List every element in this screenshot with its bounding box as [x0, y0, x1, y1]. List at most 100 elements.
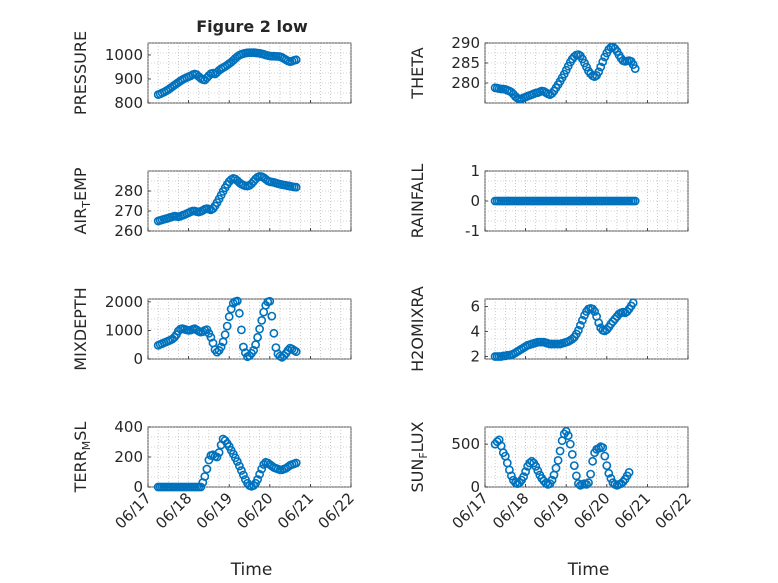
subplot-sunlux: 050006/1706/1806/1906/2006/2106/22SUNFLU… [408, 421, 695, 580]
data-point [232, 296, 242, 306]
y-tick-label: 900 [114, 70, 143, 88]
data-point [547, 89, 557, 98]
data-point [521, 467, 530, 476]
data-point [269, 328, 279, 338]
data-point [578, 315, 587, 325]
y-tick-label: 0 [133, 350, 143, 368]
data-point [572, 471, 581, 481]
data-point [249, 481, 258, 490]
data-point [561, 426, 571, 436]
y-tick-label: 200 [114, 448, 143, 466]
data-point [249, 345, 258, 355]
y-tick-label: 2 [470, 348, 480, 366]
data-series [490, 42, 640, 104]
data-point [574, 325, 583, 335]
y-tick-label: 280 [114, 182, 143, 200]
data-point [586, 469, 595, 479]
subplot-mixdepth: 0 1000 2000 MIXDEPTH [71, 287, 352, 371]
data-point [604, 468, 614, 478]
x-tick-label: 06/18 [152, 489, 195, 532]
data-series [490, 196, 640, 206]
data-point [630, 64, 640, 73]
data-point [259, 460, 269, 469]
data-point [255, 324, 264, 334]
data-point [553, 455, 563, 465]
x-tick-label: 06/21 [274, 489, 317, 532]
data-point [257, 315, 267, 325]
data-point [567, 449, 577, 459]
y-tick-label: 280 [451, 74, 480, 92]
data-point [196, 482, 206, 492]
data-series [153, 48, 301, 99]
data-point [519, 472, 528, 482]
data-point [220, 330, 230, 340]
data-point [506, 471, 516, 481]
y-tick-label: 260 [114, 222, 143, 240]
subplot-pressure: 800 900 1000 PRESSURE [71, 31, 352, 115]
y-tick-label: 4 [470, 323, 480, 341]
data-point [533, 466, 543, 476]
data-point [234, 461, 244, 471]
data-point [598, 443, 608, 452]
data-point [224, 312, 234, 322]
subplot-h2omixra: 2 4 6 H2OMIXRA [408, 286, 689, 372]
data-point [551, 463, 561, 473]
x-tick-label: 06/20 [233, 489, 276, 532]
data-point [628, 298, 638, 308]
data-point [222, 321, 232, 331]
subplot-rainfall: -1 0 1 RAINFALL [408, 162, 689, 240]
x-tick-label: 06/22 [315, 489, 358, 532]
y-tick-label: 800 [114, 94, 143, 112]
data-point [232, 457, 242, 466]
y-tick-label: 2000 [105, 293, 143, 311]
figure-title: Figure 2 low [196, 17, 308, 36]
data-series [490, 426, 634, 490]
data-point [238, 470, 248, 480]
y-axis-label: SUNFLUX [408, 421, 430, 492]
data-series [153, 171, 301, 226]
y-axis-label: THETA [408, 47, 427, 99]
data-point [588, 456, 597, 466]
x-axis-label: Time [567, 560, 610, 580]
data-point [582, 479, 591, 489]
data-point [204, 455, 214, 465]
data-point [563, 431, 573, 440]
y-tick-label: -1 [465, 222, 480, 240]
data-point [253, 332, 262, 342]
data-point [212, 452, 222, 462]
x-tick-label: 06/20 [570, 489, 613, 532]
data-point [279, 351, 289, 360]
data-point [555, 446, 565, 456]
y-tick-label: 1000 [105, 321, 143, 339]
data-point [257, 464, 267, 474]
data-point [574, 479, 583, 488]
y-tick-label: 0 [133, 478, 143, 496]
data-series [153, 434, 301, 492]
data-series [490, 298, 638, 361]
data-point [253, 475, 262, 484]
data-point [291, 55, 301, 65]
y-tick-label: 6 [470, 298, 480, 316]
data-point [200, 472, 210, 481]
x-tick-label: 06/22 [652, 489, 695, 532]
data-point [216, 342, 226, 352]
subplot-airemp: 260 270 280 AIRTEMP [71, 167, 352, 240]
data-point [569, 461, 579, 470]
x-axis-label: Time [230, 560, 273, 580]
x-tick-label: 06/19 [193, 489, 236, 532]
data-point [236, 325, 246, 335]
data-point [531, 461, 541, 471]
data-point [255, 469, 264, 479]
data-point [238, 342, 248, 352]
data-point [594, 443, 604, 453]
y-axis-label: RAINFALL [408, 164, 427, 239]
subplot-terrsl: 020040006/1706/1806/1906/2006/2106/22TER… [71, 418, 358, 580]
data-point [602, 461, 612, 470]
data-point [267, 311, 277, 321]
data-point [590, 307, 599, 316]
y-tick-label: 270 [114, 202, 143, 220]
x-tick-label: 06/19 [530, 489, 573, 532]
y-tick-label: 500 [451, 435, 480, 453]
